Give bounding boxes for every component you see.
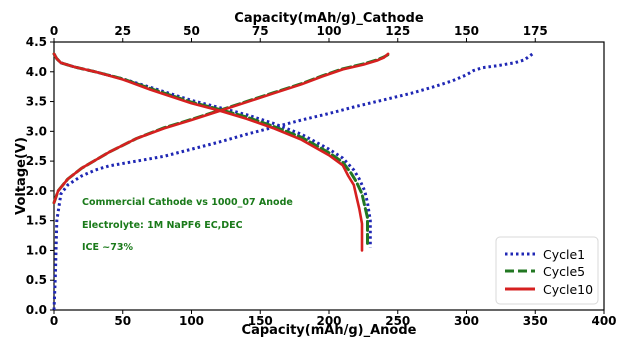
x2-tick-label: 175 bbox=[523, 24, 548, 38]
left-axis-ticks: 0.0 0.5 1.0 1.5 2.0 2.5 3.0 3.5 4.0 4.5 bbox=[26, 35, 54, 317]
x-tick-label: 400 bbox=[591, 314, 616, 328]
top-axis-title: Capacity(mAh/g)_Cathode bbox=[234, 11, 424, 26]
x-tick-label: 350 bbox=[523, 314, 548, 328]
x2-tick-label: 75 bbox=[252, 24, 269, 38]
legend-label-cycle10: Cycle10 bbox=[543, 282, 593, 297]
legend-label-cycle5: Cycle5 bbox=[543, 264, 585, 279]
annotation-ice: ICE ~73% bbox=[82, 242, 133, 253]
series-layer bbox=[52, 52, 534, 311]
x2-tick-label: 100 bbox=[316, 24, 341, 38]
series-cycle1-charge-line bbox=[52, 52, 534, 311]
y-tick-label: 0.0 bbox=[26, 303, 47, 317]
y-tick-label: 0.5 bbox=[26, 273, 47, 287]
legend-label-cycle1: Cycle1 bbox=[543, 247, 585, 262]
series-cycle10-charge-line bbox=[52, 52, 390, 205]
y-tick-label: 4.5 bbox=[26, 35, 47, 49]
y-tick-label: 1.0 bbox=[26, 243, 47, 257]
y-tick-label: 3.5 bbox=[26, 95, 47, 109]
annotation-electrolyte: Electrolyte: 1M NaPF6 EC,DEC bbox=[82, 220, 243, 231]
x2-tick-label: 125 bbox=[385, 24, 410, 38]
series-cycle5-charge-line bbox=[52, 52, 391, 205]
left-axis-title: Voltage(V) bbox=[14, 137, 29, 215]
x2-tick-label: 150 bbox=[454, 24, 479, 38]
legend: Cycle1 Cycle5 Cycle10 bbox=[495, 236, 599, 305]
y-tick-label: 2.0 bbox=[26, 184, 47, 198]
y-tick-label: 2.5 bbox=[26, 154, 47, 168]
series-cycle10-discharge-line bbox=[52, 52, 364, 252]
bottom-axis-title: Capacity(mAh/g)_Anode bbox=[242, 323, 417, 338]
x-tick-label: 100 bbox=[179, 314, 204, 328]
x-tick-label: 50 bbox=[114, 314, 131, 328]
annotation-setup: Commercial Cathode vs 1000_07 Anode bbox=[82, 197, 293, 208]
x2-tick-label: 0 bbox=[50, 24, 58, 38]
x-tick-label: 250 bbox=[385, 314, 410, 328]
bottom-axis-ticks: 0 50 100 150 200 250 300 350 400 bbox=[50, 310, 617, 328]
top-axis-ticks: 0 25 50 75 100 125 150 175 bbox=[50, 24, 548, 42]
y-tick-label: 1.5 bbox=[26, 214, 47, 228]
x2-tick-label: 25 bbox=[114, 24, 131, 38]
x2-tick-label: 50 bbox=[183, 24, 200, 38]
y-tick-label: 4.0 bbox=[26, 65, 47, 79]
x-tick-label: 200 bbox=[316, 314, 341, 328]
x-tick-label: 150 bbox=[248, 314, 273, 328]
y-tick-label: 3.0 bbox=[26, 124, 47, 138]
x-tick-label: 0 bbox=[50, 314, 58, 328]
x-tick-label: 300 bbox=[454, 314, 479, 328]
